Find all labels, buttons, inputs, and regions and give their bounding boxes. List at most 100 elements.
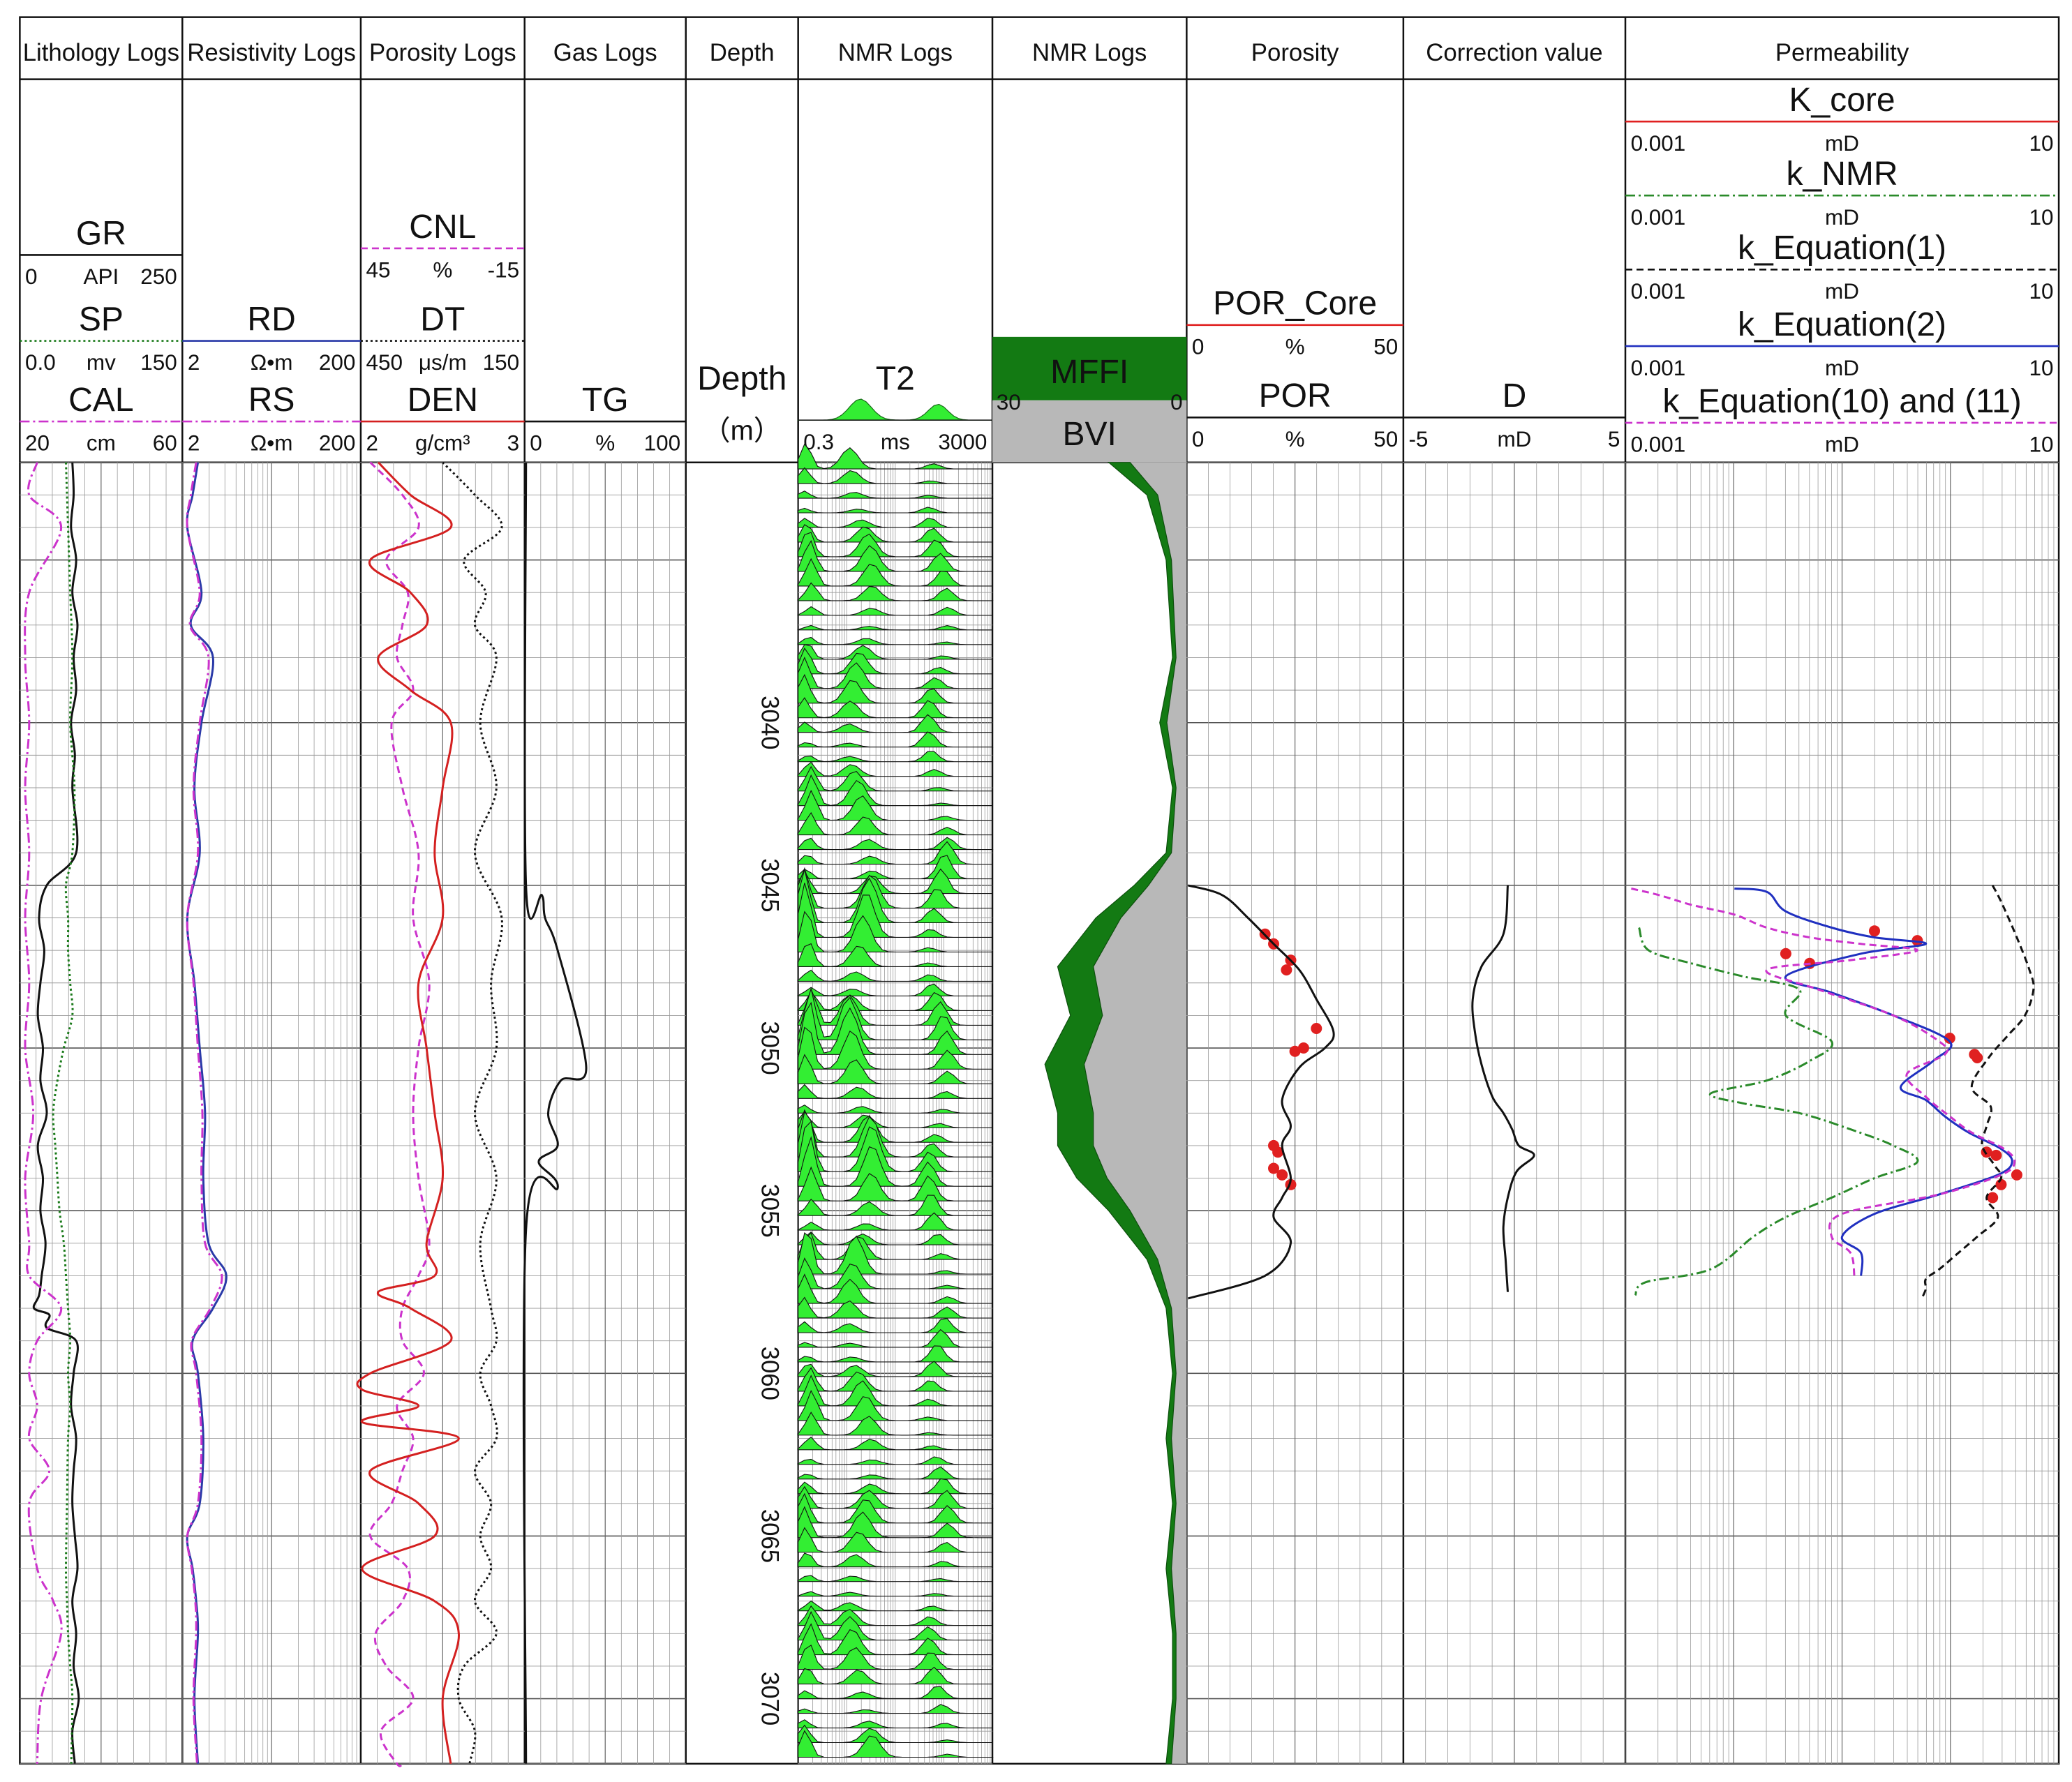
t2-spectrum	[798, 636, 993, 645]
t2-spectrum	[798, 1257, 993, 1289]
scale-min: 30	[997, 390, 1021, 414]
t2-spectrum	[798, 1600, 993, 1612]
scale-unit: cm	[87, 431, 116, 456]
t2-spectrum	[798, 1552, 993, 1568]
scale-unit: mD	[1825, 279, 1859, 304]
bvi-legend-box	[992, 400, 1187, 463]
depth-tick-label: 3065	[756, 1509, 783, 1563]
curve-d	[1471, 885, 1535, 1292]
scale-unit: API	[83, 264, 119, 289]
t2-spectrum	[798, 1666, 993, 1685]
data-point-por_core	[1297, 1042, 1309, 1054]
t2-spectrum	[798, 1492, 993, 1524]
data-point-k_core	[1987, 1192, 1999, 1204]
depth-tick-label: 3055	[756, 1183, 783, 1237]
t2-spectrum	[798, 731, 994, 748]
depth-tick-label: 3060	[756, 1347, 783, 1400]
scale-max: 3000	[938, 430, 987, 454]
bvi-label: BVI	[1062, 416, 1116, 453]
curve-name: TG	[582, 382, 629, 419]
t2-spectrum	[798, 1105, 993, 1114]
bvi-area	[1045, 462, 1187, 1764]
t2-spectrum	[798, 532, 993, 557]
track-title: NMR Logs	[838, 40, 953, 66]
track-title: Gas Logs	[553, 40, 657, 66]
t2-spectrum	[798, 1109, 993, 1143]
t2-spectrum	[798, 765, 993, 792]
scale-min: 0	[25, 264, 38, 289]
scale-min: 0	[1192, 334, 1205, 359]
t2-spectrum	[798, 647, 993, 675]
depth-tick-label: 3040	[756, 696, 783, 749]
depth-tick-label: 3045	[756, 858, 783, 912]
track-title: Correction value	[1426, 40, 1602, 66]
track-title: Lithology Logs	[23, 40, 179, 66]
t2-spectrum	[798, 1345, 993, 1363]
curve-name: CNL	[409, 209, 476, 246]
t2-spectrum	[798, 582, 994, 601]
t2-spectrum	[798, 1478, 994, 1495]
data-point-k_core	[1981, 1146, 1992, 1158]
scale-min: 0	[530, 431, 542, 456]
data-point-k_core	[1944, 1033, 1955, 1044]
t2-spectrum	[798, 868, 993, 894]
t2-spectrum	[798, 491, 994, 499]
scale-max: 100	[644, 431, 681, 456]
track-headers: Lithology Logs Resistivity Logs Porosity L…	[20, 40, 2059, 463]
t2-spectrum	[798, 1724, 994, 1744]
scale-min: 2	[188, 431, 200, 456]
t2-spectra	[798, 443, 994, 1758]
t2-legend-spectrum	[797, 398, 993, 421]
t2-spectrum	[798, 1318, 993, 1333]
depth-unit: （m）	[703, 416, 782, 447]
t2-spectrum	[798, 1136, 993, 1187]
data-point-por_core	[1289, 1045, 1301, 1057]
scale-min: 0.0	[25, 350, 56, 375]
t2-spectrum	[798, 969, 993, 982]
scale-min: -5	[1408, 427, 1428, 451]
scale-unit: ms	[881, 430, 910, 454]
curve-name: CAL	[68, 382, 133, 419]
data-point-por_core	[1272, 1146, 1284, 1158]
scale-max: 50	[1373, 334, 1398, 359]
scale-min: 0.001	[1631, 433, 1686, 457]
curve-gr	[32, 462, 80, 1764]
curve-cal	[24, 462, 63, 1764]
track-title: Resistivity Logs	[187, 40, 356, 66]
scale-min: 0.001	[1631, 356, 1686, 380]
curve-k-equation-1-	[1921, 885, 2035, 1299]
curve-name: POR	[1259, 377, 1332, 414]
t2-spectrum	[798, 673, 993, 704]
t2-spectrum	[798, 1361, 993, 1377]
t2-spectrum	[798, 1273, 993, 1304]
scale-max: 150	[483, 350, 520, 375]
t2-spectrum	[798, 518, 993, 528]
t2-spectrum	[798, 1026, 993, 1070]
t2-spectrum	[798, 983, 994, 996]
data-point-k_core	[2011, 1169, 2022, 1181]
data-point-k_core	[1780, 948, 1791, 959]
t2-spectrum	[798, 539, 993, 572]
curve-k-equation-2-	[1734, 888, 2013, 1276]
t2-spectrum	[798, 1506, 993, 1538]
curve-k-equation-10-and-11-	[1631, 888, 2016, 1276]
track-title: Depth	[710, 40, 775, 66]
t2-spectrum	[798, 1485, 994, 1509]
t2-spectrum	[798, 1436, 993, 1451]
curve-name: k_Equation(2)	[1738, 306, 1946, 343]
depth-ticks: 3040 3045 3050 3055 3060 3065 3070	[756, 696, 783, 1725]
data-point-por_core	[1276, 1169, 1288, 1181]
scale-max: 3	[507, 431, 520, 456]
t2-spectrum	[798, 1054, 993, 1084]
depth-label: Depth	[697, 361, 787, 398]
scale-max: 50	[1373, 427, 1398, 451]
t2-spectrum	[798, 624, 993, 631]
curve-name: RS	[248, 382, 295, 419]
t2-spectrum	[798, 656, 993, 689]
scale-max: 0	[1170, 390, 1183, 414]
data-point-k_core	[1990, 1149, 2002, 1161]
curve-den	[356, 461, 460, 1764]
scale-max: 10	[2029, 131, 2053, 156]
t2-spectrum	[798, 1412, 993, 1436]
scale-max: 60	[153, 431, 177, 456]
